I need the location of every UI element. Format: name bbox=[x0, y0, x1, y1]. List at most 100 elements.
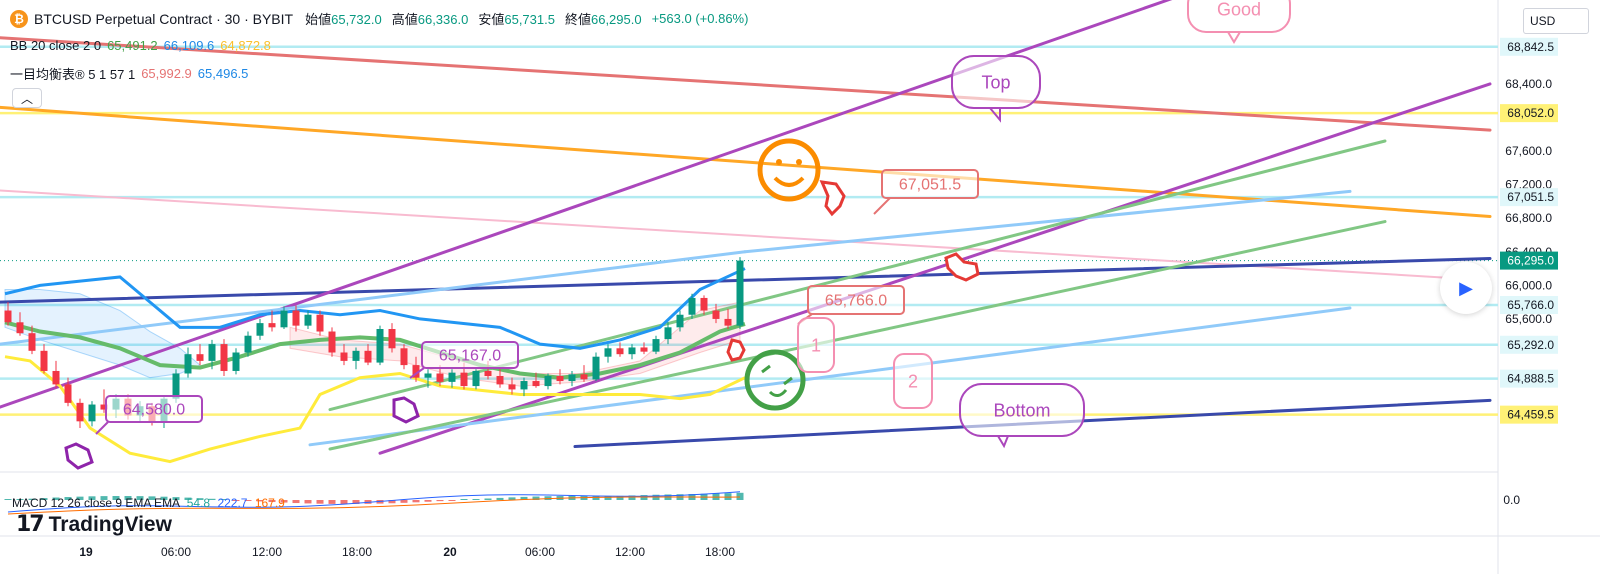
macd-histogram-bar bbox=[64, 497, 72, 500]
macd-histogram-bar bbox=[256, 500, 264, 502]
ichimoku-label[interactable]: 一目均衡表® 5 1 57 1 bbox=[10, 67, 136, 82]
callout-box bbox=[797, 317, 835, 373]
annotation-bottom: Bottom bbox=[959, 383, 1085, 449]
callout-text: 64,580.0 bbox=[123, 402, 185, 419]
candle-body bbox=[676, 314, 684, 328]
tradingview-logo[interactable]: 17 TradingView bbox=[16, 512, 172, 537]
callout-box bbox=[105, 395, 203, 423]
high-label: 高値66,336.0 bbox=[391, 12, 469, 27]
candle-body bbox=[16, 322, 24, 334]
candle-body bbox=[244, 335, 252, 353]
ichimoku-value-1: 65,992.9 bbox=[141, 66, 192, 81]
price-tick-label: 66,800.0 bbox=[1505, 211, 1552, 225]
candle-body bbox=[700, 297, 708, 311]
callout-tail bbox=[95, 421, 109, 435]
trend-line bbox=[0, 105, 1492, 219]
trend-line bbox=[0, 250, 747, 346]
candle-body bbox=[472, 370, 480, 387]
tradingview-mark-icon: 17 bbox=[16, 512, 45, 537]
annotation-price: 65,766.0 bbox=[797, 285, 905, 325]
trend-line bbox=[328, 220, 1387, 451]
candle-body bbox=[340, 352, 348, 361]
candle-body bbox=[4, 310, 12, 323]
price-tick-label: 67,600.0 bbox=[1505, 144, 1552, 158]
badge-text: 68,842.5 bbox=[1507, 40, 1554, 54]
macd-histogram-bar bbox=[388, 500, 396, 504]
macd-histogram-bar bbox=[628, 495, 636, 500]
macd-histogram-bar bbox=[124, 496, 132, 500]
macd-legend[interactable]: MACD 12 26 close 9 EMA EMA 54.8 222.7 16… bbox=[12, 496, 285, 510]
candle-body bbox=[652, 339, 660, 352]
chevron-up-icon: ︿ bbox=[20, 91, 33, 106]
annotation-price: 64,580.0 bbox=[95, 395, 203, 435]
smiley-eye bbox=[796, 159, 802, 165]
macd-label[interactable]: MACD 12 26 close 9 EMA EMA bbox=[12, 496, 180, 510]
macd-histogram-bar bbox=[496, 497, 504, 500]
badge-text: 64,459.5 bbox=[1507, 408, 1554, 422]
price-level-badge: 64,459.5 bbox=[1500, 405, 1558, 424]
candle-body bbox=[76, 402, 84, 422]
annotation-number: 1 bbox=[797, 317, 835, 373]
smiley-icon bbox=[757, 138, 821, 202]
badge-bg bbox=[1500, 369, 1558, 388]
time-tick-label: 20 bbox=[443, 545, 457, 559]
symbol-title[interactable]: BTCUSD Perpetual Contract · 30 · BYBIT bbox=[34, 10, 294, 27]
candle-body bbox=[436, 373, 444, 382]
bb-label[interactable]: BB 20 close 2 0 bbox=[10, 38, 102, 53]
callout-text: 67,051.5 bbox=[899, 177, 961, 194]
bitcoin-icon: ₿ bbox=[10, 9, 28, 28]
callout-box bbox=[881, 169, 979, 199]
tradingview-text: TradingView bbox=[48, 512, 172, 536]
callout-tail bbox=[1227, 31, 1241, 44]
macd-histogram-bar bbox=[76, 496, 84, 500]
trend-line bbox=[378, 82, 1492, 455]
candle-body bbox=[280, 310, 288, 328]
currency-selector[interactable]: USD bbox=[1523, 8, 1589, 34]
pointing-hand-icon bbox=[944, 252, 980, 282]
macd-histogram-bar bbox=[460, 499, 468, 500]
callout-text: Top bbox=[981, 72, 1010, 92]
price-level-badge: 65,766.0 bbox=[1500, 295, 1558, 314]
macd-histogram-bar bbox=[448, 500, 456, 501]
macd-signal-line bbox=[7, 496, 741, 515]
badge-bg bbox=[1500, 188, 1558, 207]
smiley-mouth bbox=[768, 389, 788, 397]
macd-histogram-bar bbox=[520, 496, 528, 500]
macd-histogram-bar bbox=[52, 497, 60, 500]
macd-hist-value: 54.8 bbox=[186, 496, 211, 510]
price-level-badge: 67,051.5 bbox=[1500, 188, 1558, 207]
smiley-eye bbox=[776, 159, 782, 165]
badge-text: 65,292.0 bbox=[1507, 338, 1554, 352]
symbol-legend[interactable]: ₿ BTCUSD Perpetual Contract · 30 · BYBIT… bbox=[10, 9, 752, 28]
scroll-to-realtime-button[interactable]: ▶ bbox=[1440, 262, 1492, 314]
callout-box bbox=[951, 55, 1041, 109]
callout-text: Good bbox=[1217, 0, 1261, 19]
candle-body bbox=[520, 381, 528, 390]
price-tick-label: 65,600.0 bbox=[1505, 312, 1552, 326]
bb-lower-line bbox=[4, 355, 746, 464]
price-tick-label: 68,400.0 bbox=[1505, 77, 1552, 91]
callout-tail bbox=[989, 107, 1001, 123]
macd-histogram-bar bbox=[28, 498, 36, 500]
candle-body bbox=[256, 323, 264, 336]
bb-upper-line bbox=[4, 267, 746, 350]
ichimoku-legend[interactable]: 一目均衡表® 5 1 57 1 65,992.9 65,496.5 bbox=[10, 64, 248, 83]
bb-legend[interactable]: BB 20 close 2 0 65,491.2 66,109.6 64,872… bbox=[10, 38, 271, 53]
candle-body bbox=[328, 331, 336, 353]
macd-histogram-bar bbox=[112, 496, 120, 500]
candle-body bbox=[316, 314, 324, 332]
callout-box bbox=[959, 383, 1085, 437]
candle-body bbox=[400, 348, 408, 366]
collapse-legend-button[interactable]: ︿ bbox=[12, 88, 42, 108]
badge-bg bbox=[1500, 405, 1558, 424]
candle-body bbox=[448, 372, 456, 382]
macd-histogram-bar bbox=[532, 496, 540, 500]
ichimoku-value-2: 65,496.5 bbox=[197, 66, 249, 81]
candle-body bbox=[388, 329, 396, 349]
macd-histogram-bar bbox=[328, 500, 336, 504]
low-label: 安値65,731.5 bbox=[478, 12, 555, 27]
candle-body bbox=[304, 314, 312, 326]
callout-text: 65,766.0 bbox=[825, 293, 887, 310]
macd-histogram-bar bbox=[400, 500, 408, 503]
